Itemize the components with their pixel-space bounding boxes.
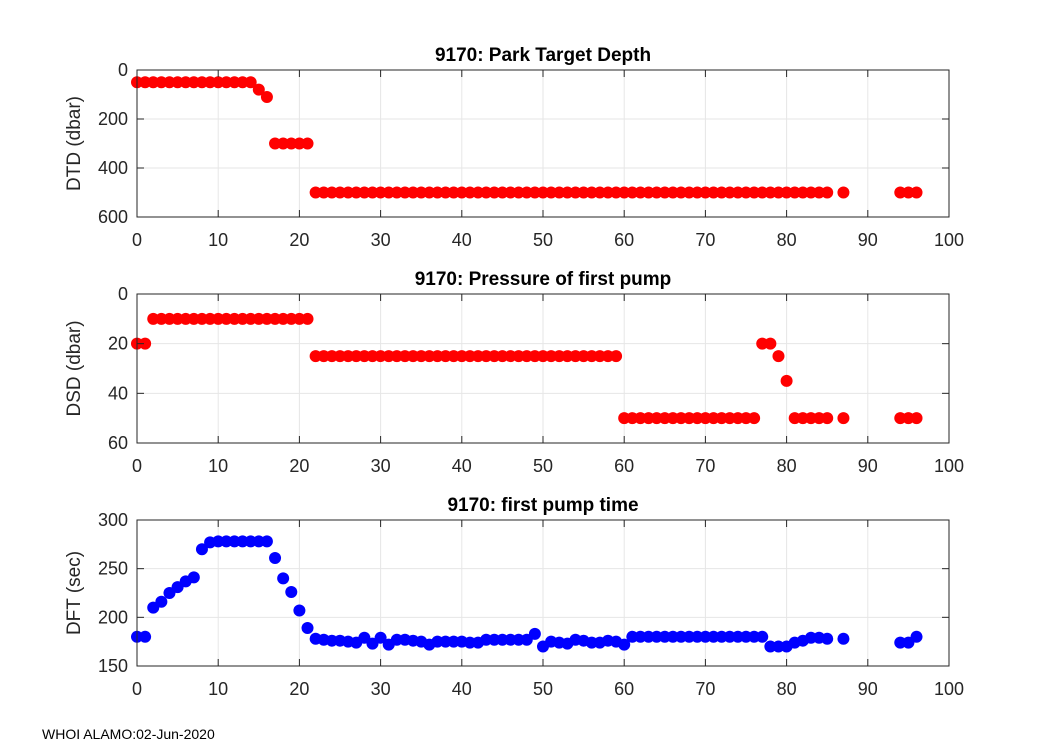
data-point — [821, 412, 834, 425]
x-tick-label: 60 — [614, 679, 634, 699]
y-axis-label: DSD (dbar) — [64, 320, 85, 416]
data-point — [139, 630, 152, 643]
y-tick-label: 150 — [98, 656, 128, 676]
x-tick-label: 50 — [533, 679, 553, 699]
chart-panel-2: 0 10 20 30 40 50 60 70 80 90 100 0 20 40 60 9170: Press… — [64, 269, 964, 476]
x-tick-label: 30 — [371, 456, 391, 476]
x-tick-label: 20 — [289, 230, 309, 250]
chart-panel-3: 0 10 20 30 40 50 60 70 80 90 100 150 200 250 300 9170: … — [64, 495, 964, 699]
x-tick-label: 60 — [614, 456, 634, 476]
x-tick-label: 0 — [132, 456, 142, 476]
x-tick-label: 80 — [777, 679, 797, 699]
chart-panel-1: 0 10 20 30 40 50 60 70 80 90 100 0 200 400 600 9170: Pa… — [64, 45, 964, 250]
y-tick-label: 0 — [118, 284, 128, 304]
data-point — [528, 627, 541, 640]
data-point — [772, 350, 785, 363]
data-point — [285, 586, 298, 599]
data-point — [301, 137, 314, 150]
x-tick-label: 100 — [934, 230, 964, 250]
x-tick-label: 80 — [777, 456, 797, 476]
data-point — [618, 638, 631, 651]
x-tick-label: 10 — [208, 230, 228, 250]
x-tick-label: 0 — [132, 679, 142, 699]
x-tick-label: 40 — [452, 230, 472, 250]
data-point — [756, 630, 769, 643]
y-tick-label: 200 — [98, 109, 128, 129]
x-tick-label: 90 — [858, 230, 878, 250]
x-tick-label: 40 — [452, 679, 472, 699]
data-point — [269, 551, 282, 564]
x-tick-label: 50 — [533, 456, 553, 476]
y-tick-label: 60 — [108, 433, 128, 453]
x-tick-label: 100 — [934, 456, 964, 476]
x-tick-label: 40 — [452, 456, 472, 476]
data-point — [244, 76, 257, 89]
x-tick-label: 80 — [777, 230, 797, 250]
data-point — [260, 535, 273, 548]
y-tick-label: 0 — [118, 60, 128, 80]
data-point — [910, 186, 923, 199]
data-point — [139, 337, 152, 350]
x-tick-label: 90 — [858, 456, 878, 476]
data-point — [837, 186, 850, 199]
y-axis-label: DFT (sec) — [64, 551, 85, 635]
x-tick-label: 30 — [371, 230, 391, 250]
x-tick-label: 60 — [614, 230, 634, 250]
data-point — [374, 631, 387, 644]
x-tick-label: 100 — [934, 679, 964, 699]
x-tick-label: 10 — [208, 456, 228, 476]
y-axis-label: DTD (dbar) — [64, 96, 85, 191]
y-tick-label: 40 — [108, 383, 128, 403]
data-point — [780, 374, 793, 387]
data-point — [260, 90, 273, 103]
data-point — [195, 543, 208, 556]
data-point — [910, 630, 923, 643]
footer-timestamp: WHOI ALAMO:02-Jun-2020 — [42, 726, 215, 742]
data-point — [301, 622, 314, 635]
x-tick-label: 20 — [289, 456, 309, 476]
data-point — [910, 412, 923, 425]
x-tick-label: 10 — [208, 679, 228, 699]
data-point — [821, 186, 834, 199]
x-tick-label: 90 — [858, 679, 878, 699]
data-point — [837, 632, 850, 645]
data-point — [293, 604, 306, 617]
x-tick-label: 20 — [289, 679, 309, 699]
y-tick-label: 400 — [98, 158, 128, 178]
data-point — [610, 350, 623, 363]
y-tick-label: 250 — [98, 559, 128, 579]
y-tick-label: 600 — [98, 207, 128, 227]
x-tick-label: 70 — [695, 456, 715, 476]
chart-title: 9170: Pressure of first pump — [415, 269, 672, 290]
data-point — [821, 632, 834, 645]
chart-title: 9170: Park Target Depth — [435, 45, 651, 66]
x-tick-label: 0 — [132, 230, 142, 250]
y-tick-label: 200 — [98, 607, 128, 627]
x-tick-label: 30 — [371, 679, 391, 699]
chart-title: 9170: first pump time — [447, 495, 638, 516]
data-point — [301, 312, 314, 325]
data-point — [764, 337, 777, 350]
x-tick-label: 50 — [533, 230, 553, 250]
x-tick-label: 70 — [695, 679, 715, 699]
x-tick-label: 70 — [695, 230, 715, 250]
data-point — [277, 572, 290, 585]
data-point — [155, 595, 168, 608]
y-tick-label: 300 — [98, 510, 128, 530]
y-tick-label: 20 — [108, 334, 128, 354]
data-point — [252, 83, 265, 96]
data-point — [187, 571, 200, 584]
data-point — [748, 412, 761, 425]
data-point — [837, 412, 850, 425]
